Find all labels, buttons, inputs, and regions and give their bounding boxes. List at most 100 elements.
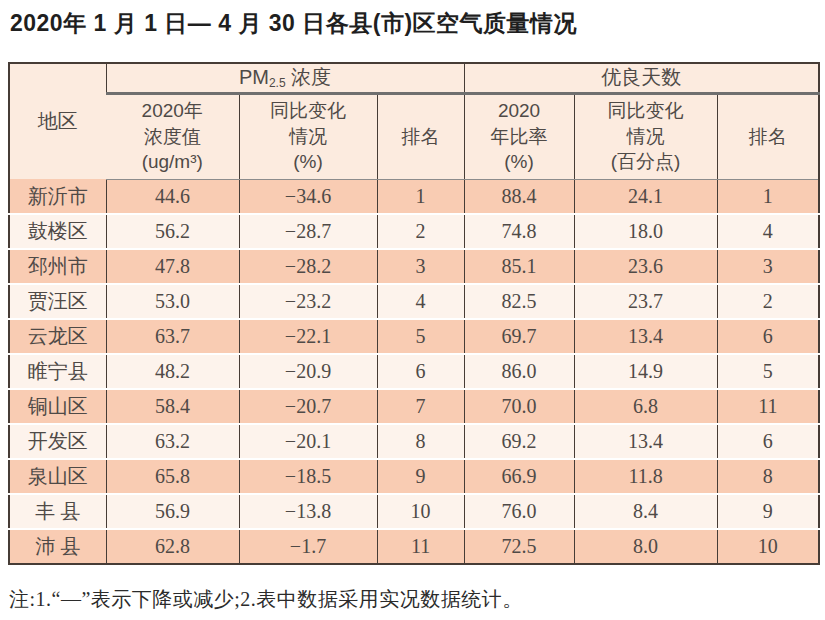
pm25-change-cell: −13.8 [239, 494, 377, 529]
pm25-change-cell: −34.6 [239, 179, 377, 214]
pm25-label-subscript: 2.5 [269, 76, 286, 90]
region-cell: 云龙区 [9, 319, 106, 354]
table-body: 新沂市44.6−34.6188.424.11鼓楼区56.2−28.7274.81… [9, 179, 819, 564]
good-rank-cell: 9 [717, 494, 819, 529]
table-row: 邳州市47.8−28.2385.123.63 [9, 249, 819, 284]
header-sub-row: 2020年 浓度值 (ug/m³) 同比变化 情况 (%) 排名 2020 年比… [9, 93, 819, 179]
table-row: 丰 县56.9−13.81076.08.49 [9, 494, 819, 529]
page-title: 2020年 1 月 1 日— 4 月 30 日各县(市)区空气质量情况 [10, 8, 577, 39]
region-cell: 铜山区 [9, 389, 106, 424]
good-rank-cell: 6 [717, 319, 819, 354]
good-change-cell: 23.6 [574, 249, 717, 284]
good-rank-cell: 3 [717, 249, 819, 284]
good-rate-cell: 86.0 [464, 354, 574, 389]
pm25-value-cell: 62.8 [106, 529, 239, 564]
good-rank-cell: 2 [717, 284, 819, 319]
pm25-value-cell: 47.8 [106, 249, 239, 284]
region-cell: 鼓楼区 [9, 214, 106, 249]
good-rate-cell: 85.1 [464, 249, 574, 284]
header-group-row: 地区 PM2.5 浓度 优良天数 [9, 63, 819, 93]
region-cell: 泉山区 [9, 459, 106, 494]
pm25-rank-cell: 10 [377, 494, 464, 529]
pm25-rank-cell: 4 [377, 284, 464, 319]
col-header-pm25-change: 同比变化 情况 (%) [239, 93, 377, 179]
good-change-cell: 18.0 [574, 214, 717, 249]
pm25-value-cell: 53.0 [106, 284, 239, 319]
region-cell: 开发区 [9, 424, 106, 459]
pm25-change-cell: −20.9 [239, 354, 377, 389]
good-change-cell: 8.4 [574, 494, 717, 529]
region-cell: 邳州市 [9, 249, 106, 284]
col-header-pm25-rank: 排名 [377, 93, 464, 179]
table-row: 开发区63.2−20.1869.213.46 [9, 424, 819, 459]
good-rate-cell: 69.2 [464, 424, 574, 459]
region-cell: 丰 县 [9, 494, 106, 529]
pm25-label-prefix: PM [239, 66, 269, 88]
good-change-cell: 13.4 [574, 424, 717, 459]
pm25-rank-cell: 6 [377, 354, 464, 389]
good-change-cell: 24.1 [574, 179, 717, 214]
table-row: 睢宁县48.2−20.9686.014.95 [9, 354, 819, 389]
good-rank-cell: 5 [717, 354, 819, 389]
good-rank-cell: 8 [717, 459, 819, 494]
pm25-label-suffix: 浓度 [286, 66, 332, 88]
pm25-change-cell: −28.2 [239, 249, 377, 284]
pm25-value-cell: 65.8 [106, 459, 239, 494]
pm25-value-cell: 63.2 [106, 424, 239, 459]
region-cell: 新沂市 [9, 179, 106, 214]
table-row: 贾汪区53.0−23.2482.523.72 [9, 284, 819, 319]
pm25-rank-cell: 2 [377, 214, 464, 249]
col-header-good-rate: 2020 年比率 (%) [464, 93, 574, 179]
good-rank-cell: 1 [717, 179, 819, 214]
good-rate-cell: 70.0 [464, 389, 574, 424]
table-row: 鼓楼区56.2−28.7274.818.04 [9, 214, 819, 249]
table-row: 云龙区63.7−22.1569.713.46 [9, 319, 819, 354]
table-row: 铜山区58.4−20.7770.06.811 [9, 389, 819, 424]
good-rate-cell: 76.0 [464, 494, 574, 529]
good-rate-cell: 72.5 [464, 529, 574, 564]
good-rank-cell: 11 [717, 389, 819, 424]
table-header: 地区 PM2.5 浓度 优良天数 2020年 浓度值 (ug/m³) 同比变化 … [9, 63, 819, 179]
good-change-cell: 23.7 [574, 284, 717, 319]
region-cell: 贾汪区 [9, 284, 106, 319]
pm25-change-cell: −23.2 [239, 284, 377, 319]
pm25-rank-cell: 5 [377, 319, 464, 354]
pm25-value-cell: 48.2 [106, 354, 239, 389]
table-row: 沛 县62.8−1.71172.58.010 [9, 529, 819, 564]
pm25-rank-cell: 9 [377, 459, 464, 494]
pm25-change-cell: −22.1 [239, 319, 377, 354]
air-quality-table: 地区 PM2.5 浓度 优良天数 2020年 浓度值 (ug/m³) 同比变化 … [8, 62, 820, 565]
good-rank-cell: 4 [717, 214, 819, 249]
pm25-rank-cell: 1 [377, 179, 464, 214]
good-change-cell: 13.4 [574, 319, 717, 354]
col-group-pm25: PM2.5 浓度 [106, 63, 464, 93]
good-rate-cell: 82.5 [464, 284, 574, 319]
pm25-value-cell: 56.2 [106, 214, 239, 249]
pm25-rank-cell: 8 [377, 424, 464, 459]
pm25-value-cell: 44.6 [106, 179, 239, 214]
good-rank-cell: 6 [717, 424, 819, 459]
page: 2020年 1 月 1 日— 4 月 30 日各县(市)区空气质量情况 地区 P… [0, 0, 825, 620]
pm25-rank-cell: 7 [377, 389, 464, 424]
pm25-change-cell: −20.1 [239, 424, 377, 459]
good-change-cell: 14.9 [574, 354, 717, 389]
good-change-cell: 11.8 [574, 459, 717, 494]
good-rate-cell: 88.4 [464, 179, 574, 214]
pm25-value-cell: 58.4 [106, 389, 239, 424]
col-header-region: 地区 [9, 63, 106, 179]
good-rank-cell: 10 [717, 529, 819, 564]
table-row: 泉山区65.8−18.5966.911.88 [9, 459, 819, 494]
region-cell: 沛 县 [9, 529, 106, 564]
footnote: 注:1.“—”表示下降或减少;2.表中数据采用实况数据统计。 [9, 586, 523, 613]
col-header-good-change: 同比变化 情况 (百分点) [574, 93, 717, 179]
pm25-change-cell: −28.7 [239, 214, 377, 249]
table-row: 新沂市44.6−34.6188.424.11 [9, 179, 819, 214]
pm25-rank-cell: 3 [377, 249, 464, 284]
col-group-good-days: 优良天数 [464, 63, 819, 93]
col-header-pm25-value: 2020年 浓度值 (ug/m³) [106, 93, 239, 179]
col-header-good-rank: 排名 [717, 93, 819, 179]
good-rate-cell: 69.7 [464, 319, 574, 354]
good-change-cell: 8.0 [574, 529, 717, 564]
pm25-value-cell: 56.9 [106, 494, 239, 529]
good-change-cell: 6.8 [574, 389, 717, 424]
